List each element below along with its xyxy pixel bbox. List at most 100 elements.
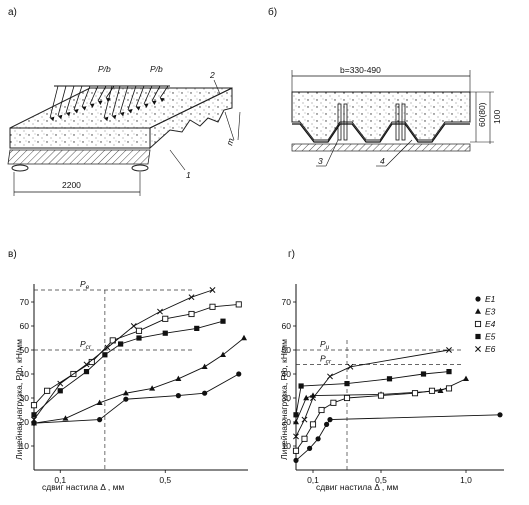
panel-label-b: б) [268,6,277,18]
chart-g-data-point [307,445,313,451]
chart-g-data-point [497,412,503,418]
chart-v-xlabel: сдвиг настила Δ , мм [42,482,124,492]
support-beam [7,149,151,165]
chart-v-data-point [235,301,242,308]
chart-g-y-tick-label: 50 [282,345,292,355]
chart-v-data-point [202,390,208,396]
chart-v-data-point [104,344,111,351]
chart-v-data-point [162,315,169,322]
chart-v-data-point [220,318,226,324]
chart-v-y-tick-label: 40 [20,369,30,379]
chart-v-reference-label: Pcr [80,339,92,351]
chart-v-series-line [33,337,245,424]
chart-g-legend-marker [474,320,482,328]
callout-3: 3 [318,156,323,166]
chart-v-data-point [130,323,137,329]
chart-g-legend-label: E5 [485,332,496,342]
chart-g-xlabel: сдвиг настила Δ , мм [316,482,398,492]
chart-g-x-tick-label: 1,0 [460,475,472,485]
chart-v-y-tick-label: 50 [20,345,30,355]
chart-v-data-point [118,341,124,347]
roller-left [11,164,29,172]
slab-side [149,87,233,150]
chart-v-data-point [175,375,182,381]
chart-v-series-line [33,373,240,424]
chart-g-data-point [445,385,453,392]
chart-v-data-point [220,351,226,357]
chart-g-data-point [293,457,299,463]
panel-label-a: а) [8,7,17,18]
slab-perspective-drawing: P/b P/b 2 1 m 2200 [7,64,241,196]
chart-v-data-point [62,415,69,421]
chart-v-data-point [194,325,200,331]
edge-dimension: m [224,137,235,146]
chart-g-data-point [327,373,333,380]
chart-v-data-point [57,380,64,387]
chart-g-data-point [292,447,300,454]
cross-section-drawing: b=330-490 60(80) 100 3 4 [291,65,502,167]
chart-v-x-tick-label: 0,1 [54,475,66,485]
chart-g-reference-label: Pcr [320,353,332,365]
chart-g-y-tick-label: 10 [282,441,292,451]
depth-dimension-outer: 100 [492,110,502,124]
chart-v-data-point [31,416,37,423]
width-dimension: b=330-490 [340,65,381,75]
chart-v-y-tick-label: 60 [20,321,30,331]
chart-g-data-point [301,416,308,423]
chart-g-legend-marker [475,333,481,340]
depth-dimension-inner: 60(80) [477,102,487,127]
chart-g-ylabel: Линейная нагрузка, P/b, кН/мм [279,339,289,460]
chart-g-series-line [295,387,450,452]
chart-g-data-point [301,435,308,442]
chart-v-ylabel: Линейная нагрузка, P/b, кН/мм [14,339,24,460]
chart-v-data-point [241,334,247,341]
chart-v-data-point [149,385,156,391]
chart-g-data-point [293,412,299,418]
chart-g-y-tick-label: 30 [282,393,292,403]
callout-4: 4 [380,156,385,166]
chart-g-data-point [437,387,444,393]
panel-label-g: г) [288,249,295,260]
chart-g: Линейная нагрузка, P/b, кН/мм сдвиг наст… [279,284,504,492]
span-dimension: 2200 [62,180,81,190]
chart-g-data-point [446,347,452,353]
chart-g-data-point [347,363,354,370]
chart-g-legend-label: E6 [485,344,496,354]
chart-v-data-point [97,417,103,423]
panel-label-v: в) [8,249,17,260]
chart-v-data-point [209,303,216,310]
chart-v-data-point [31,420,37,426]
chart-g-reference-label: Pu [320,339,330,351]
chart-v-reference-label: Pe [80,279,90,291]
load-arrows [49,85,169,122]
chart-g-legend-label: E1 [485,294,496,304]
chart-v-data-point [188,294,195,301]
chart-v-data-point [122,390,129,396]
chart-g-data-point [463,375,469,381]
chart-g-data-point [315,436,321,442]
chart-g-data-point [310,395,316,401]
section-support [291,143,471,152]
section-concrete [291,91,471,141]
chart-v-series-line [33,289,213,420]
steel-deck [292,123,470,143]
chart-g-legend-marker [475,296,481,302]
chart-g-legend-label: E3 [485,307,496,317]
slab-front [9,127,151,149]
chart-v-data-point [157,308,163,315]
chart-g-data-point [318,406,325,414]
chart-v-y-tick-label: 10 [20,441,30,451]
chart-g-series-line [295,349,450,437]
chart-g-data-point [330,399,337,406]
chart-v-x-tick-label: 0,5 [159,475,171,485]
chart-v: Линейная нагрузка, P/b, кН/мм сдвиг наст… [14,279,248,492]
shear-connectors [337,103,406,141]
chart-g-data-point [298,383,304,389]
callout-2: 2 [209,70,215,80]
chart-g-data-point [293,433,299,440]
chart-v-data-point [83,369,90,375]
chart-g-x-tick-label: 0,1 [307,475,319,485]
callout-1: 1 [186,170,191,180]
chart-g-legend-marker [475,308,481,314]
chart-v-series-line [33,303,239,406]
